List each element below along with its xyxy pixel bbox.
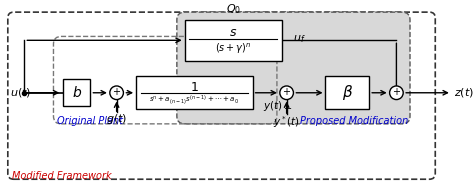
- Text: $s$: $s$: [229, 26, 237, 39]
- Circle shape: [280, 86, 293, 99]
- Text: $1$: $1$: [190, 81, 199, 94]
- Text: $(s + \gamma)^n$: $(s + \gamma)^n$: [215, 42, 251, 56]
- Text: Modified Framework: Modified Framework: [12, 171, 111, 181]
- Text: $s^n + a_{(n-1)}s^{(n-1)} + \cdots + a_0$: $s^n + a_{(n-1)}s^{(n-1)} + \cdots + a_0…: [149, 94, 239, 107]
- Text: Original Plant: Original Plant: [57, 116, 123, 126]
- Text: $+$: $+$: [112, 86, 121, 97]
- FancyBboxPatch shape: [136, 76, 253, 109]
- Text: $+$: $+$: [282, 86, 291, 97]
- FancyBboxPatch shape: [326, 76, 369, 109]
- Text: $+$: $+$: [392, 86, 401, 97]
- Circle shape: [390, 86, 403, 99]
- Text: $-$: $-$: [283, 102, 292, 112]
- Text: $y(t)$: $y(t)$: [263, 99, 283, 113]
- Text: $g(t)$: $g(t)$: [106, 112, 127, 126]
- FancyBboxPatch shape: [184, 20, 282, 61]
- Text: $u_f$: $u_f$: [293, 33, 306, 45]
- FancyBboxPatch shape: [63, 79, 91, 106]
- FancyBboxPatch shape: [177, 12, 410, 124]
- Text: $\beta$: $\beta$: [342, 83, 353, 102]
- Text: $Q_0$: $Q_0$: [226, 2, 241, 16]
- Text: $u(t)$: $u(t)$: [10, 86, 31, 99]
- Text: $y^*(t)$: $y^*(t)$: [273, 114, 300, 130]
- Text: $z(t)$: $z(t)$: [454, 86, 474, 99]
- Circle shape: [110, 86, 123, 99]
- Text: Proposed Modification: Proposed Modification: [300, 116, 408, 126]
- Text: $b$: $b$: [72, 85, 82, 100]
